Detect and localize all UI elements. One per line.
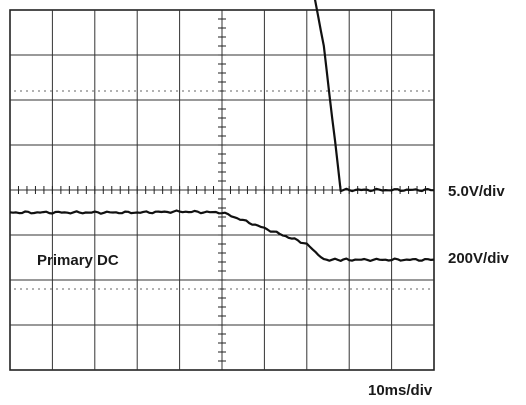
graticule <box>9 9 435 371</box>
channel-2-name-label: Primary DC <box>37 252 119 269</box>
channel-1-scale-label: 5.0V/div <box>448 183 505 200</box>
channel-2-scale-label: 200V/div <box>448 250 509 267</box>
traces <box>9 0 435 262</box>
time-scale-label: 10ms/div <box>368 382 433 399</box>
trace-channel-2 <box>9 209 435 262</box>
trace-channel-1 <box>313 0 434 193</box>
